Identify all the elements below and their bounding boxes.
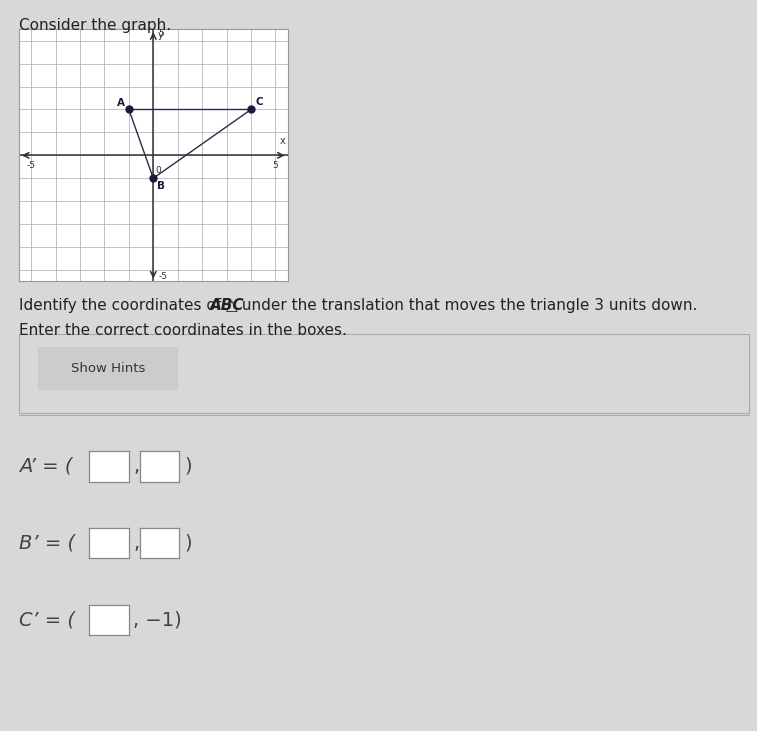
Text: y: y: [158, 31, 164, 40]
Text: Enter the correct coordinates in the boxes.: Enter the correct coordinates in the box…: [19, 323, 347, 338]
Text: ): ): [184, 457, 192, 476]
Text: Identify the coordinates of △: Identify the coordinates of △: [19, 298, 238, 314]
Text: 5: 5: [158, 29, 164, 39]
Text: under the translation that moves the triangle 3 units down.: under the translation that moves the tri…: [237, 298, 697, 314]
Text: , −1): , −1): [133, 610, 182, 629]
Text: C’ = (: C’ = (: [19, 610, 75, 629]
Text: ,: ,: [133, 534, 139, 553]
Text: -5: -5: [158, 272, 167, 281]
Text: Consider the graph.: Consider the graph.: [19, 18, 171, 34]
Text: A: A: [117, 98, 125, 108]
Text: Show Hints: Show Hints: [70, 362, 145, 375]
Text: ): ): [184, 534, 192, 553]
Text: 0: 0: [156, 166, 161, 175]
Text: x: x: [279, 136, 285, 146]
Text: A’ = (: A’ = (: [19, 457, 73, 476]
Text: ,: ,: [133, 457, 139, 476]
Text: ABC: ABC: [210, 298, 245, 314]
Text: B: B: [157, 181, 165, 191]
Text: B’ = (: B’ = (: [19, 534, 75, 553]
Text: 5: 5: [273, 161, 279, 170]
Text: -5: -5: [26, 161, 36, 170]
Text: C: C: [255, 97, 263, 107]
